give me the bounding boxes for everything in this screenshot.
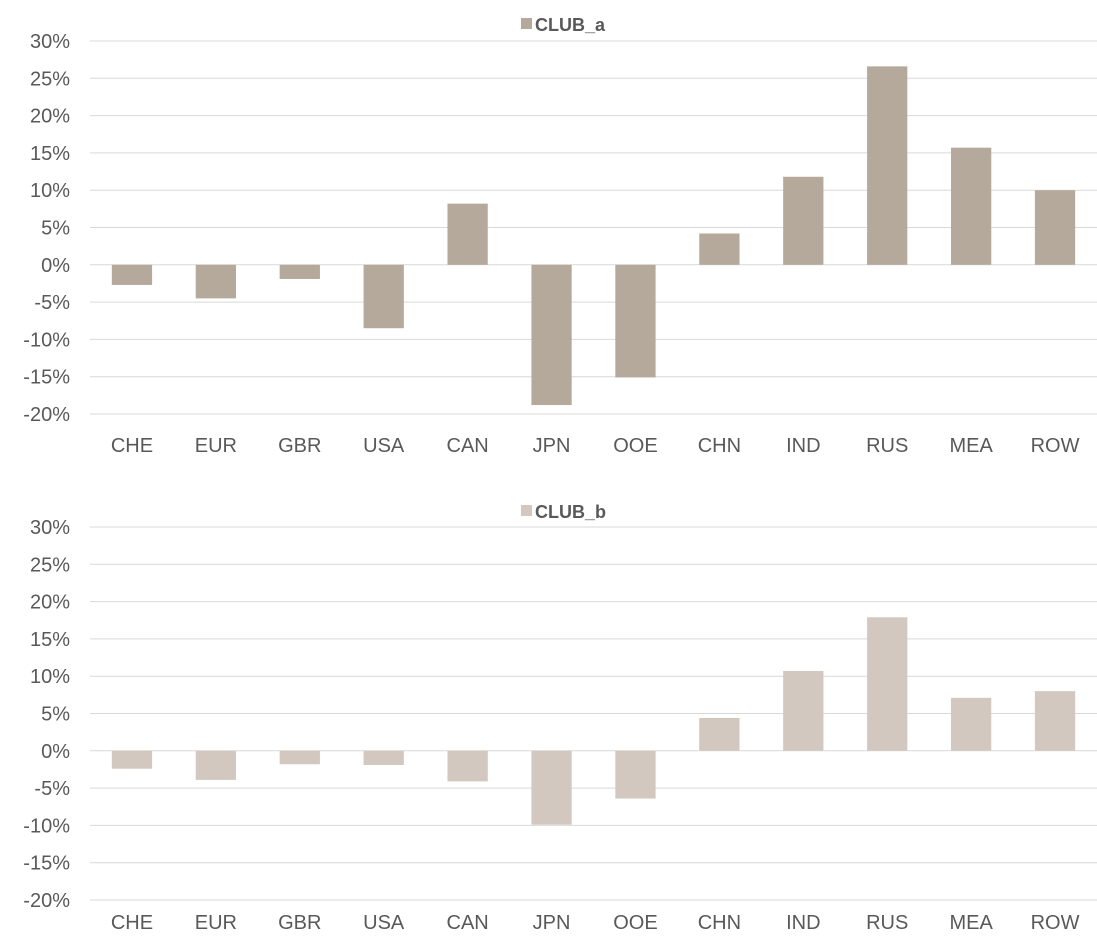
bar-eur	[195, 264, 237, 299]
y-tick-label: 5%	[41, 218, 70, 240]
legend-label: CLUB_a	[535, 15, 606, 35]
x-tick-label: GBR	[278, 435, 321, 457]
bar-rus	[867, 617, 908, 751]
bar-mea	[950, 697, 992, 751]
x-tick-label: CHN	[698, 435, 741, 457]
x-tick-label: MEA	[949, 435, 993, 457]
x-tick-label: USA	[363, 912, 405, 934]
bar-che	[111, 264, 153, 285]
x-tick-label: EUR	[195, 435, 237, 457]
y-tick-label: -5%	[34, 778, 70, 800]
x-tick-label: ROW	[1031, 435, 1080, 457]
bar-eur	[195, 750, 237, 780]
bar-rus	[867, 66, 908, 265]
y-tick-label: -15%	[23, 367, 70, 389]
bar-chn	[699, 233, 740, 265]
bar-ooe	[615, 264, 656, 378]
y-tick-label: 15%	[30, 629, 70, 651]
bar-gbr	[279, 750, 320, 765]
y-tick-label: 5%	[41, 704, 70, 726]
bar-can	[447, 750, 488, 782]
y-tick-label: -20%	[23, 890, 70, 912]
x-tick-label: JPN	[533, 912, 571, 934]
legend-swatch	[521, 18, 532, 29]
x-tick-label: OOE	[613, 435, 657, 457]
chart-panel-1: 30% 25% 20% 15% 10% 5% 0% -5% -10% -15% -20% CHE EUR…	[23, 15, 1097, 457]
legend-swatch	[521, 505, 532, 516]
x-tick-label: CHE	[111, 912, 153, 934]
x-tick-label: EUR	[195, 912, 237, 934]
x-tick-label: CAN	[447, 912, 489, 934]
bar-jpn	[531, 750, 572, 825]
y-tick-label: -10%	[23, 815, 70, 837]
x-tick-label: MEA	[949, 912, 993, 934]
bar-usa	[363, 750, 404, 765]
y-tick-label: 25%	[30, 68, 70, 90]
y-tick-label: -20%	[23, 404, 70, 426]
legend: CLUB_a	[521, 15, 606, 35]
bar-row	[1034, 691, 1076, 751]
y-tick-label: 10%	[30, 666, 70, 688]
bar-gbr	[279, 264, 320, 279]
x-tick-label: IND	[786, 912, 820, 934]
y-tick-label: -15%	[23, 853, 70, 875]
x-tick-label: GBR	[278, 912, 321, 934]
y-tick-label: 30%	[30, 31, 70, 53]
bar-usa	[363, 264, 404, 329]
y-tick-label: -5%	[34, 292, 70, 314]
x-tick-label: RUS	[866, 435, 908, 457]
y-tick-label: 0%	[41, 741, 70, 763]
bar-jpn	[531, 264, 572, 406]
y-tick-label: 25%	[30, 554, 70, 576]
bar-ind	[783, 670, 824, 751]
y-tick-label: 15%	[30, 143, 70, 165]
y-tick-label: 20%	[30, 106, 70, 128]
x-tick-label: JPN	[533, 435, 571, 457]
bar-ind	[783, 176, 824, 265]
y-tick-label: 0%	[41, 255, 70, 277]
x-tick-label: CHN	[698, 912, 741, 934]
bar-can	[447, 203, 488, 265]
x-tick-label: USA	[363, 435, 405, 457]
bar-che	[111, 750, 153, 769]
x-tick-label: CHE	[111, 435, 153, 457]
chart-panel-2: 30% 25% 20% 15% 10% 5% 0% -5% -10% -15% -20% CHE EUR…	[23, 502, 1097, 934]
x-tick-label: CAN	[447, 435, 489, 457]
x-tick-label: OOE	[613, 912, 657, 934]
legend: CLUB_b	[521, 502, 606, 522]
bar-chn	[699, 717, 740, 751]
x-tick-label: RUS	[866, 912, 908, 934]
x-tick-label: IND	[786, 435, 820, 457]
bar-row	[1034, 190, 1076, 265]
y-tick-label: -10%	[23, 329, 70, 351]
y-tick-label: 20%	[30, 592, 70, 614]
bar-mea	[950, 147, 992, 265]
legend-label: CLUB_b	[535, 502, 606, 522]
x-tick-label: ROW	[1031, 912, 1080, 934]
y-tick-label: 30%	[30, 517, 70, 539]
y-tick-label: 10%	[30, 180, 70, 202]
bar-ooe	[615, 750, 656, 799]
